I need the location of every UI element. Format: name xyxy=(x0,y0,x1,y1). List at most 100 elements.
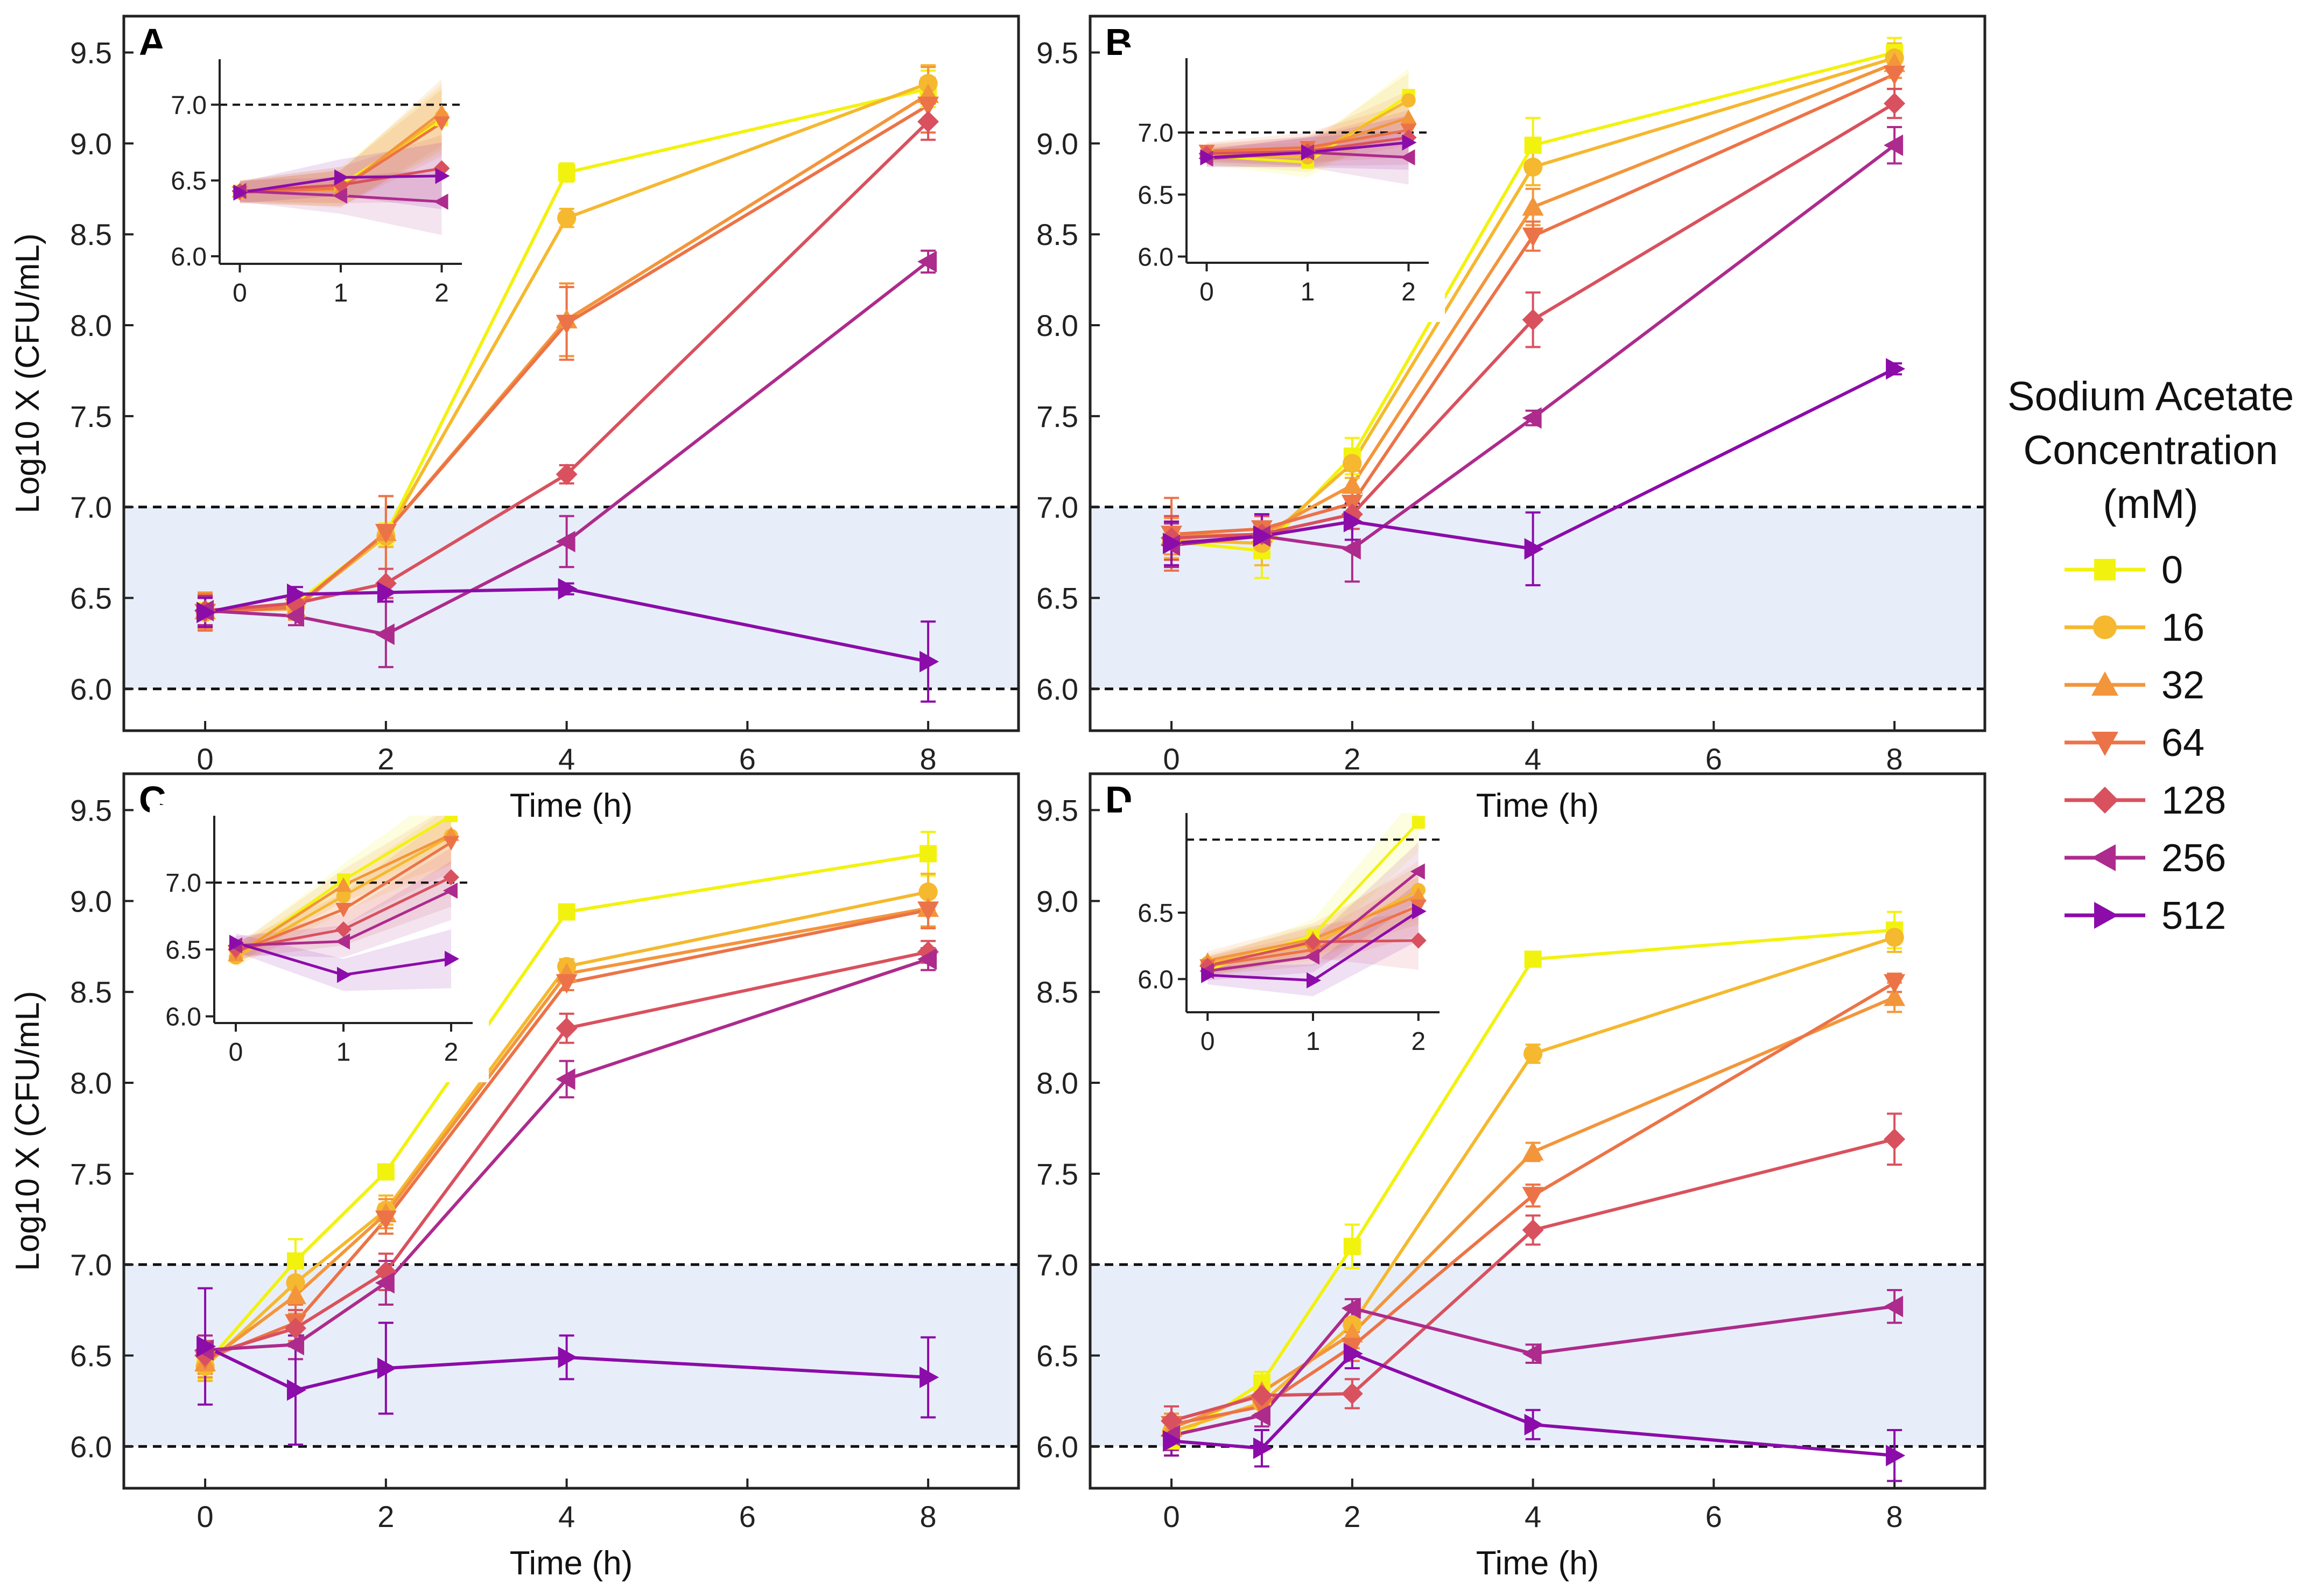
x-tick-label: 6 xyxy=(739,742,756,776)
inset-background xyxy=(1122,47,1445,322)
x-tick-label: 6 xyxy=(739,1500,756,1533)
data-point-256 xyxy=(917,250,937,272)
data-point-256 xyxy=(375,1272,395,1294)
y-tick-label: 8.0 xyxy=(70,1066,112,1100)
legend-entry-label: 32 xyxy=(2161,664,2204,707)
inset-data-point xyxy=(1410,887,1427,902)
data-point-64 xyxy=(1522,1187,1544,1207)
data-point-64 xyxy=(1341,1337,1363,1357)
y-axis-label: Log10 X (CFU/mL) xyxy=(9,991,46,1271)
inset-data-point xyxy=(1307,972,1321,989)
legend-title-line: Concentration xyxy=(2023,428,2278,473)
x-tick-label: 8 xyxy=(1886,742,1903,776)
data-point-512 xyxy=(377,582,397,604)
y-tick-label: 8.5 xyxy=(1036,218,1078,251)
y-tick-label: 9.5 xyxy=(70,36,112,70)
y-axis-label: Log10 X (CFU/mL) xyxy=(9,233,46,513)
data-point-128 xyxy=(1251,1384,1273,1406)
inset-data-point xyxy=(433,193,448,210)
data-point-512 xyxy=(1343,1343,1363,1365)
inset-data-point xyxy=(336,888,351,903)
data-point-0 xyxy=(1524,950,1542,968)
y-tick-label: 7.5 xyxy=(70,400,112,433)
x-tick-label: 8 xyxy=(920,1500,937,1533)
data-point-128 xyxy=(1161,1410,1183,1432)
data-point-128 xyxy=(1522,1219,1544,1241)
inset-plot-area xyxy=(220,79,462,235)
data-point-256 xyxy=(556,1068,575,1090)
data-point-512 xyxy=(558,1346,578,1368)
inset-data-point xyxy=(333,187,347,204)
legend-swatch-marker xyxy=(2091,671,2118,696)
data-point-512 xyxy=(1524,538,1544,560)
data-point-512 xyxy=(1343,510,1363,533)
y-tick-label: 9.0 xyxy=(70,884,112,918)
inset-data-point xyxy=(335,921,352,938)
panel-c: 6.0 6.5 7.0 7.5 8.0 8.5 9.0 9.5 0 2 4 6 8 Time (h) Log… xyxy=(9,772,1020,1582)
data-point-64 xyxy=(556,974,578,994)
legend-entry-label: 256 xyxy=(2161,837,2226,880)
plot-frame xyxy=(1089,772,1986,1490)
inset-data-point xyxy=(1305,943,1321,958)
legend-swatch-marker xyxy=(2094,559,2116,580)
data-point-64 xyxy=(917,901,939,921)
y-tick-label: 7.0 xyxy=(1036,491,1078,524)
y-tick-label: 9.5 xyxy=(70,794,112,828)
data-point-128 xyxy=(556,463,578,485)
inset-band xyxy=(1207,860,1419,972)
legend-title-line: Sodium Acetate xyxy=(2007,374,2294,419)
inset-data-point xyxy=(435,167,450,184)
y-tick-label: 9.5 xyxy=(1036,794,1078,828)
inset-y-tick-label: 6.5 xyxy=(1138,899,1174,928)
inset-plot-area xyxy=(214,816,473,991)
inset-data-point xyxy=(1401,93,1416,108)
y-tick-label: 7.0 xyxy=(1036,1248,1078,1282)
data-point-512 xyxy=(919,650,939,673)
inset-data-point xyxy=(337,966,352,983)
data-point-128 xyxy=(917,110,939,132)
x-tick-label: 0 xyxy=(1163,1500,1180,1533)
y-tick-label: 8.0 xyxy=(1036,1066,1078,1100)
data-point-32 xyxy=(284,1285,306,1305)
inset-band xyxy=(1207,866,1419,970)
inset-y-tick-label: 6.0 xyxy=(165,1003,201,1032)
data-point-0 xyxy=(377,1163,395,1181)
data-point-256 xyxy=(284,605,304,627)
inset-data-point xyxy=(1400,149,1415,166)
inset-plot-area xyxy=(1186,68,1429,185)
inset-data-point xyxy=(1305,934,1321,950)
inset-background xyxy=(1122,802,1456,1071)
inset-data-point xyxy=(445,950,459,967)
inset-data-point xyxy=(443,882,458,899)
data-point-256 xyxy=(1884,1295,1904,1318)
y-tick-label: 9.5 xyxy=(1036,36,1078,70)
x-tick-label: 2 xyxy=(1344,1500,1360,1533)
data-point-32 xyxy=(1341,1322,1363,1342)
inset-y-tick-label: 6.5 xyxy=(171,167,207,195)
inset-data-point xyxy=(1410,932,1427,949)
data-point-16 xyxy=(918,882,938,902)
legend-swatch-marker xyxy=(2091,732,2118,756)
data-point-512 xyxy=(286,1379,306,1401)
inset-y-tick-label: 7.0 xyxy=(171,91,207,120)
data-point-512 xyxy=(377,1357,397,1379)
data-point-128 xyxy=(1522,309,1544,331)
data-point-512 xyxy=(1886,1445,1906,1467)
data-point-64 xyxy=(1884,66,1906,86)
inset-data-point xyxy=(1412,903,1427,920)
x-tick-label: 4 xyxy=(558,1500,575,1533)
x-tick-label: 6 xyxy=(1705,742,1722,776)
y-tick-label: 7.5 xyxy=(70,1157,112,1191)
inset-data-point xyxy=(335,877,352,892)
y-tick-label: 7.0 xyxy=(70,491,112,524)
y-tick-label: 6.0 xyxy=(70,672,112,706)
x-axis-label: Time (h) xyxy=(1476,1545,1599,1582)
data-point-16 xyxy=(286,1273,305,1293)
inset-data-point xyxy=(233,184,248,201)
inset-data-point xyxy=(1301,144,1316,161)
y-tick-label: 9.0 xyxy=(1036,884,1078,918)
inset-data-point xyxy=(1201,966,1216,983)
data-point-64 xyxy=(917,96,939,116)
inset-x-tick-label: 0 xyxy=(1200,1027,1215,1056)
data-point-0 xyxy=(919,845,937,863)
